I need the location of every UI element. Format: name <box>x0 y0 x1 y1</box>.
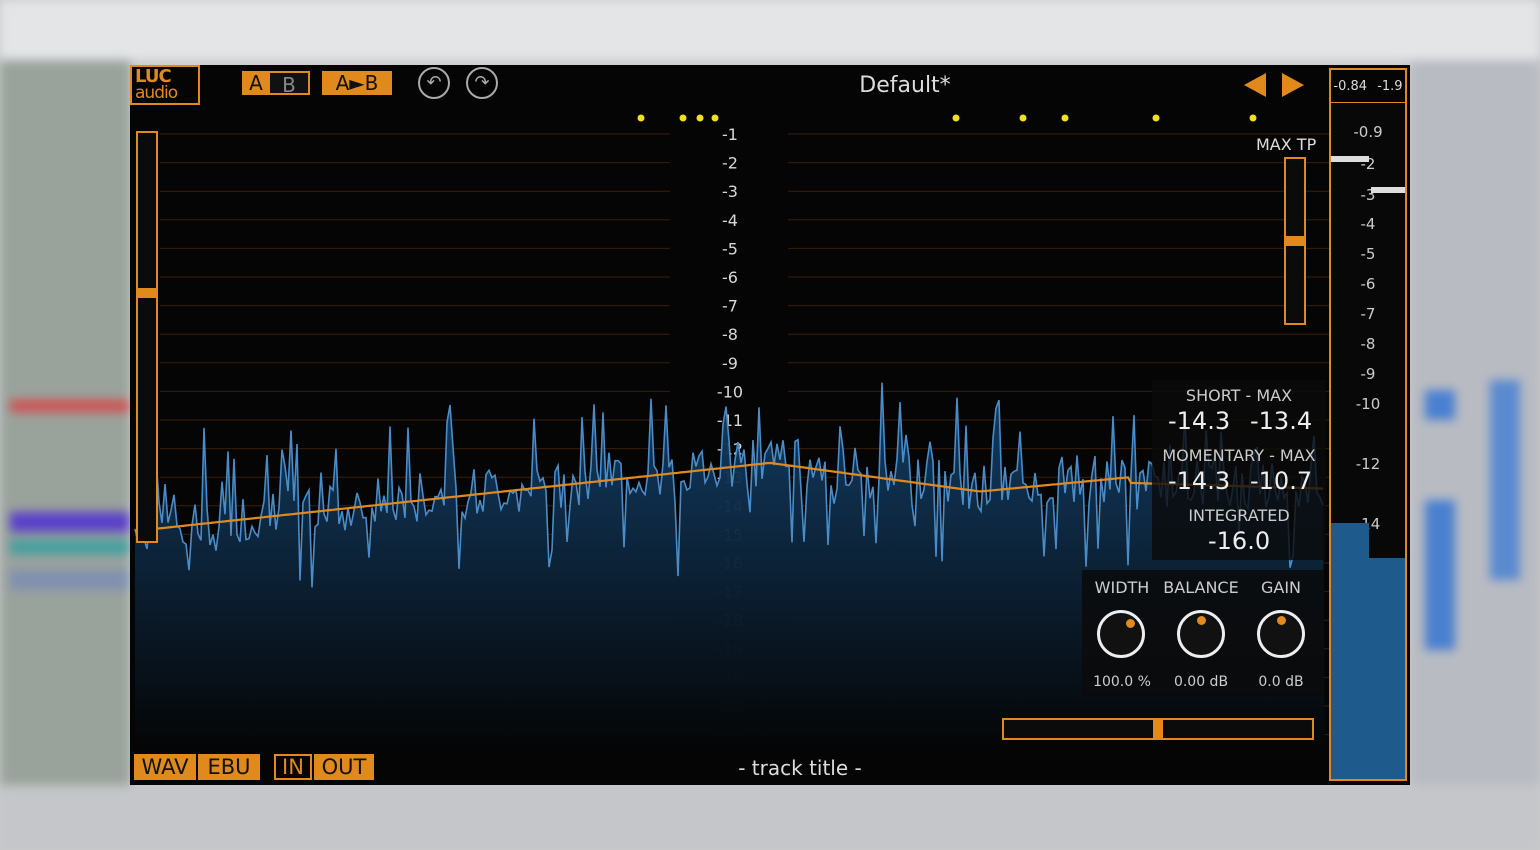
undo-icon: ↶ <box>426 72 442 93</box>
short-term-label: SHORT - MAX <box>1185 386 1293 405</box>
integrated-value[interactable]: -16.0 <box>1208 527 1271 555</box>
graph-scale-label: -1 <box>722 125 738 144</box>
a-button[interactable]: A <box>242 71 270 95</box>
meter-scale-label: -7 <box>1360 305 1376 323</box>
loudness-graph: -1-2-3-4-5-6-7-8-9-10-11-12-13-14-15-16-… <box>134 114 1329 748</box>
graph-scale-label: -6 <box>722 268 738 287</box>
in-button[interactable]: IN <box>274 754 312 780</box>
peak-right: -1.9 <box>1377 79 1403 94</box>
event-marker[interactable] <box>1061 114 1069 122</box>
max-tp-slider[interactable] <box>1284 157 1306 325</box>
gain-knob[interactable] <box>1257 610 1305 658</box>
integrated-label: INTEGRATED <box>1188 506 1290 525</box>
momentary-value: -14.3 <box>1168 467 1231 495</box>
plugin-window: -1-2-3-4-5-6-7-8-9-10-11-12-13-14-15-16-… <box>130 65 1410 785</box>
width-value: 100.0 % <box>1093 674 1151 690</box>
meter-scale-label: -12 <box>1355 455 1381 473</box>
true-peak-marker-left <box>1331 156 1369 162</box>
momentary-max-value[interactable]: -10.7 <box>1250 467 1313 495</box>
graph-scale-label: -3 <box>722 182 738 201</box>
loudness-readout-panel: SHORT - MAX -14.3 -13.4 MOMENTARY - MAX … <box>1152 380 1326 560</box>
graph-scale-label: -10 <box>717 382 743 401</box>
redo-button[interactable]: ↷ <box>466 67 498 99</box>
luc-audio-logo: LUC audio <box>130 65 200 105</box>
redo-icon: ↷ <box>474 72 490 93</box>
meter-scale-label: -5 <box>1360 245 1376 263</box>
meter-bar-right <box>1369 558 1405 779</box>
balance-knob[interactable] <box>1177 610 1225 658</box>
meter-scale-label: -6 <box>1360 275 1376 293</box>
undo-button[interactable]: ↶ <box>418 67 450 99</box>
logo-text-bottom: audio <box>135 83 178 103</box>
graph-scale-label: -4 <box>722 211 738 230</box>
loudness-area <box>135 382 1325 748</box>
event-marker[interactable] <box>1152 114 1160 122</box>
meter-scale-label: -0.9 <box>1353 123 1383 141</box>
ab-copy-box: A►B <box>322 71 392 95</box>
meter-scale-label: -10 <box>1355 395 1381 413</box>
preset-name[interactable]: Default* <box>859 73 951 98</box>
max-tp-label: MAX TP <box>1256 135 1317 154</box>
short-term-curve <box>134 461 1324 533</box>
graph-scale-label: -5 <box>722 239 738 258</box>
graph-scale-label: -7 <box>722 297 738 316</box>
event-marker[interactable] <box>1019 114 1027 122</box>
track-title[interactable]: - track title - <box>738 756 862 780</box>
meter-scale-label: -9 <box>1360 365 1376 383</box>
balance-value: 0.00 dB <box>1173 674 1229 690</box>
ebu-button[interactable]: EBU <box>198 754 260 780</box>
time-slider-thumb[interactable] <box>1153 720 1163 738</box>
logo-text-top: LUC <box>135 66 172 87</box>
event-marker[interactable] <box>952 114 960 122</box>
gain-label: GAIN <box>1260 578 1302 597</box>
level-meter: -0.9-2-3-4-5-6-7-8-9-10-12-14-16-18-20 <box>1329 103 1407 781</box>
bottom-bar: WAV EBU IN OUT - track title - <box>130 748 1329 785</box>
knobs-panel: WIDTH BALANCE GAIN 100.0 % 0.00 dB 0.0 d… <box>1082 570 1324 696</box>
a-to-b-button[interactable]: A►B <box>322 71 392 95</box>
meter-scale-label: -4 <box>1360 215 1376 233</box>
max-tp-thumb[interactable] <box>1286 236 1304 246</box>
wav-button[interactable]: WAV <box>134 754 196 780</box>
width-label: WIDTH <box>1094 578 1150 597</box>
prev-preset-arrow-icon[interactable] <box>1244 73 1266 97</box>
peak-readout[interactable]: -0.84 -1.9 <box>1329 68 1407 104</box>
b-button[interactable]: B <box>270 71 310 97</box>
balance-label: BALANCE <box>1163 578 1239 597</box>
peak-left: -0.84 <box>1333 79 1368 94</box>
graph-scale-label: -8 <box>722 325 738 344</box>
event-marker[interactable] <box>711 114 719 122</box>
left-range-slider[interactable] <box>136 131 158 543</box>
momentary-label: MOMENTARY - MAX <box>1162 446 1316 465</box>
event-marker[interactable] <box>637 114 645 122</box>
graph-scale-label: -9 <box>722 354 738 373</box>
graph-scale-label: -2 <box>722 154 738 173</box>
out-button[interactable]: OUT <box>314 754 374 780</box>
momentary-waveform <box>134 382 1324 588</box>
meter-scale-label: -8 <box>1360 335 1376 353</box>
graph-scale-label: -11 <box>717 411 743 430</box>
short-term-max-value[interactable]: -13.4 <box>1250 407 1313 435</box>
event-marker[interactable] <box>696 114 704 122</box>
time-range-slider[interactable] <box>1002 718 1314 740</box>
left-slider-thumb[interactable] <box>138 288 156 298</box>
width-knob[interactable] <box>1097 610 1145 658</box>
event-marker[interactable] <box>1249 114 1257 122</box>
ab-switch: A B <box>242 71 310 97</box>
gain-value: 0.0 dB <box>1258 674 1304 690</box>
next-preset-arrow-icon[interactable] <box>1282 73 1304 97</box>
event-marker[interactable] <box>679 114 687 122</box>
true-peak-marker-right <box>1371 187 1405 193</box>
meter-bar-left <box>1331 523 1369 779</box>
short-term-value: -14.3 <box>1168 407 1231 435</box>
